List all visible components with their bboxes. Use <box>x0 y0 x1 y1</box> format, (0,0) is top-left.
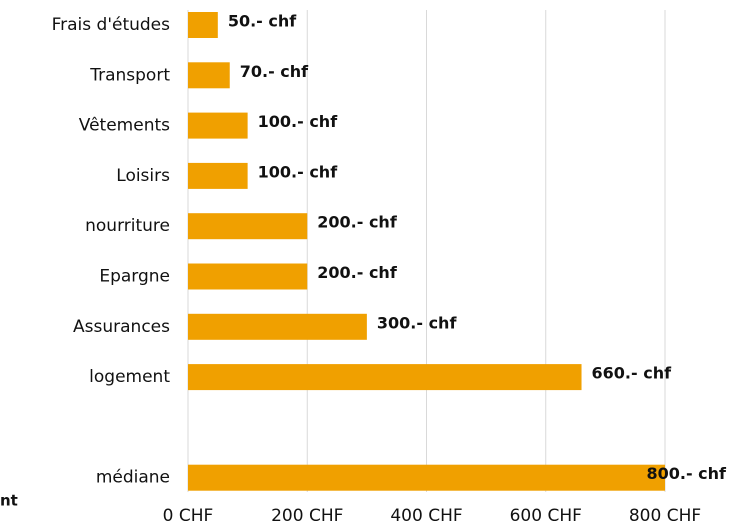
bar <box>188 112 248 139</box>
value-label: 70.- chf <box>240 62 309 81</box>
bar <box>188 213 308 240</box>
bar <box>188 12 218 38</box>
bar <box>188 263 308 290</box>
x-tick-label: 600 CHF <box>510 506 582 526</box>
y-tick-label: Frais d'études <box>52 15 171 35</box>
value-label: 50.- chf <box>228 12 297 31</box>
x-tick-label: 0 CHF <box>163 506 214 526</box>
y-tick-label: Assurances <box>73 317 170 337</box>
value-label: 100.- chf <box>258 112 339 131</box>
bar <box>188 162 248 189</box>
value-label: 200.- chf <box>317 263 398 282</box>
y-tick-label: Vêtements <box>79 116 170 136</box>
y-tick-label: Epargne <box>99 267 170 287</box>
value-label: 800.- chf <box>646 464 727 483</box>
y-tick-label: Loisirs <box>116 166 170 186</box>
bar <box>188 364 582 391</box>
y-tick-label: médiane <box>96 468 170 488</box>
x-tick-label: 400 CHF <box>390 506 462 526</box>
x-tick-label: 200 CHF <box>271 506 343 526</box>
value-label: 100.- chf <box>258 162 339 181</box>
y-tick-label: logement <box>89 367 170 387</box>
value-label: 660.- chf <box>592 364 673 383</box>
value-label: 200.- chf <box>317 213 398 232</box>
bar <box>188 313 367 340</box>
cropped-text: nt <box>0 492 18 510</box>
grid <box>187 10 666 492</box>
y-tick-label: nourriture <box>85 216 170 236</box>
bar <box>188 62 230 89</box>
x-tick-label: 800 CHF <box>629 506 701 526</box>
value-label: 300.- chf <box>377 313 458 332</box>
y-tick-label: Transport <box>89 65 170 85</box>
bars <box>188 12 665 491</box>
bar <box>188 464 665 491</box>
